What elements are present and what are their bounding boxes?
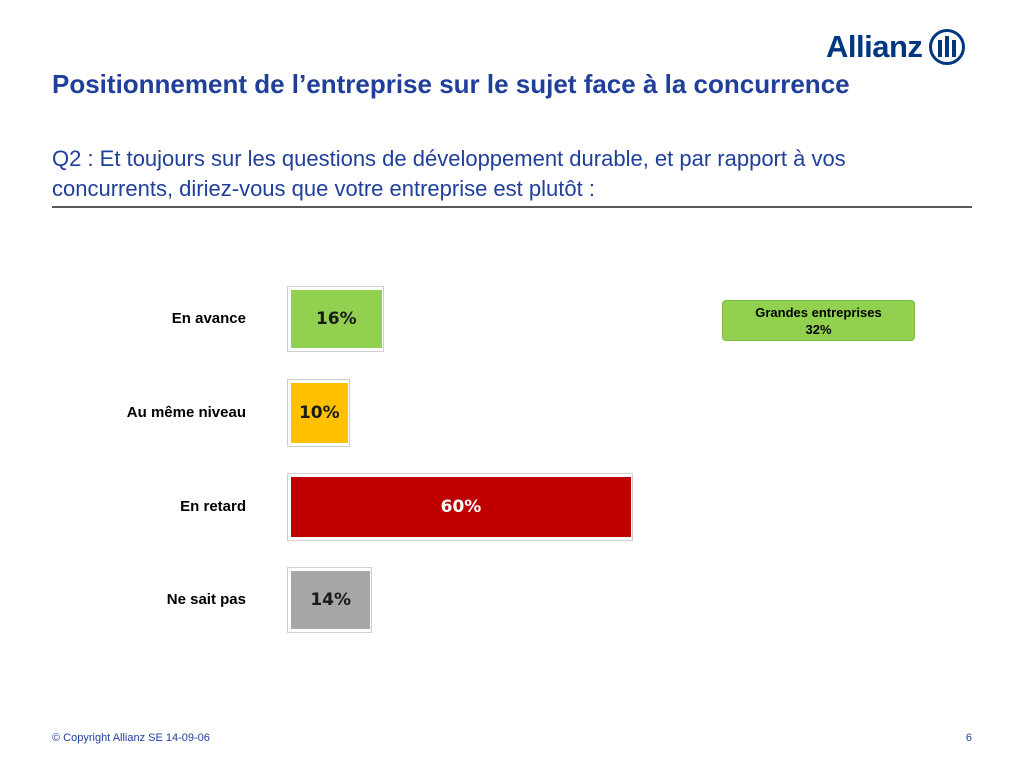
bar-fill: 10% [291, 383, 348, 443]
page-title: Positionnement de l’entreprise sur le su… [52, 69, 850, 99]
bar-fill: 16% [291, 290, 382, 348]
category-label: Au même niveau [126, 404, 246, 421]
category-label: Ne sait pas [166, 591, 246, 608]
bar: 60% [287, 473, 633, 541]
category-label: En avance [171, 310, 246, 327]
page-number: 6 [965, 732, 972, 744]
bar: 10% [287, 379, 350, 447]
title-divider [52, 206, 972, 208]
data-label: 60% [440, 497, 482, 517]
allianz-eagle-icon [929, 29, 966, 65]
data-label: 16% [315, 309, 357, 329]
category-label: En retard [180, 498, 246, 515]
logo-wordmark: Allianz [826, 29, 923, 64]
data-label: 10% [298, 403, 340, 423]
annotation-value: 32% [805, 322, 832, 337]
annotation-label: Grandes entreprises [755, 305, 882, 320]
data-label: 14% [310, 590, 352, 610]
bar-fill: 60% [291, 477, 631, 537]
annotation-box: Grandes entreprises 32% [722, 300, 915, 341]
question-text: Q2 : Et toujours sur les questions de dé… [52, 146, 846, 201]
allianz-logo: Allianz [826, 28, 966, 66]
bar-fill: 14% [291, 571, 371, 629]
bar: 16% [287, 286, 384, 352]
bar: 14% [287, 567, 373, 633]
copyright-footer: © Copyright Allianz SE 14-09-06 [52, 732, 210, 744]
